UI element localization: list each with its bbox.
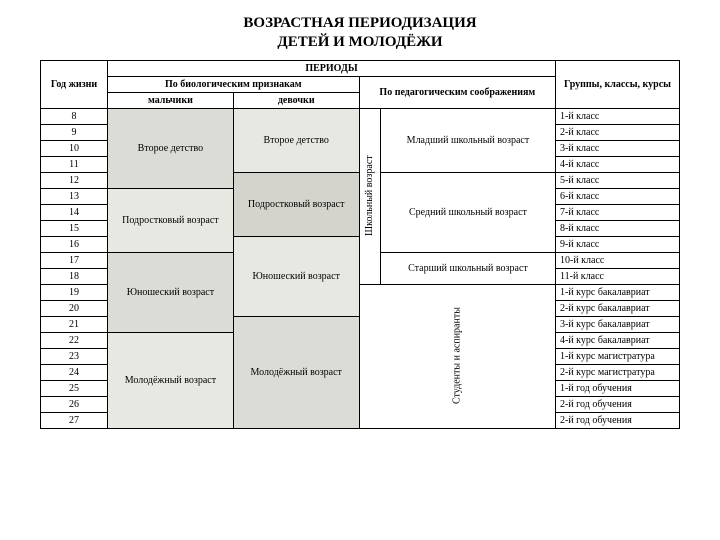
page-title: ВОЗРАСТНАЯ ПЕРИОДИЗАЦИЯ ДЕТЕЙ И МОЛОДЁЖИ bbox=[10, 14, 710, 52]
cell-grade: 2-й год обучения bbox=[556, 412, 680, 428]
cell-boys-youth: Юношеский возраст bbox=[108, 252, 234, 332]
cell-grade: 2-й курс бакалавриат bbox=[556, 300, 680, 316]
header-periods: ПЕРИОДЫ bbox=[108, 60, 556, 76]
cell-grade: 9-й класс bbox=[556, 236, 680, 252]
cell-grade: 1-й год обучения bbox=[556, 380, 680, 396]
cell-grade: 1-й класс bbox=[556, 108, 680, 124]
cell-girls-second-childhood: Второе детство bbox=[233, 108, 359, 172]
cell-year: 20 bbox=[41, 300, 108, 316]
cell-junior-school: Младший школьный возраст bbox=[380, 108, 555, 172]
cell-grade: 1-й курс бакалавриат bbox=[556, 284, 680, 300]
cell-year: 27 bbox=[41, 412, 108, 428]
cell-year: 14 bbox=[41, 204, 108, 220]
cell-grade: 2-й год обучения bbox=[556, 396, 680, 412]
header-pedagogical: По педагогическим соображениям bbox=[359, 76, 555, 108]
cell-students-vertical: Студенты и аспиранты bbox=[359, 284, 555, 428]
cell-year: 23 bbox=[41, 348, 108, 364]
cell-grade: 6-й класс bbox=[556, 188, 680, 204]
cell-year: 12 bbox=[41, 172, 108, 188]
cell-middle-school: Средний школьный возраст bbox=[380, 172, 555, 252]
cell-grade: 3-й класс bbox=[556, 140, 680, 156]
cell-year: 10 bbox=[41, 140, 108, 156]
cell-grade: 5-й класс bbox=[556, 172, 680, 188]
cell-grade: 8-й класс bbox=[556, 220, 680, 236]
cell-year: 13 bbox=[41, 188, 108, 204]
cell-year: 9 bbox=[41, 124, 108, 140]
cell-girls-teen: Подростковый возраст bbox=[233, 172, 359, 236]
cell-year: 8 bbox=[41, 108, 108, 124]
title-line-2: ДЕТЕЙ И МОЛОДЁЖИ bbox=[277, 34, 442, 50]
header-boys: мальчики bbox=[108, 92, 234, 108]
cell-grade: 7-й класс bbox=[556, 204, 680, 220]
cell-year: 21 bbox=[41, 316, 108, 332]
cell-year: 26 bbox=[41, 396, 108, 412]
title-line-1: ВОЗРАСТНАЯ ПЕРИОДИЗАЦИЯ bbox=[243, 15, 476, 31]
cell-grade: 4-й курс бакалавриат bbox=[556, 332, 680, 348]
cell-girls-young-adult: Молодёжный возраст bbox=[233, 316, 359, 428]
cell-year: 19 bbox=[41, 284, 108, 300]
cell-boys-second-childhood: Второе детство bbox=[108, 108, 234, 188]
header-groups: Группы, классы, курсы bbox=[556, 60, 680, 108]
header-girls: девочки bbox=[233, 92, 359, 108]
header-year: Год жизни bbox=[41, 60, 108, 108]
cell-grade: 10-й класс bbox=[556, 252, 680, 268]
cell-year: 15 bbox=[41, 220, 108, 236]
cell-year: 17 bbox=[41, 252, 108, 268]
cell-grade: 2-й класс bbox=[556, 124, 680, 140]
periodization-table: Год жизни ПЕРИОДЫ Группы, классы, курсы … bbox=[40, 60, 680, 429]
cell-year: 18 bbox=[41, 268, 108, 284]
cell-year: 22 bbox=[41, 332, 108, 348]
cell-year: 25 bbox=[41, 380, 108, 396]
cell-boys-young-adult: Молодёжный возраст bbox=[108, 332, 234, 428]
cell-grade: 1-й курс магистратура bbox=[556, 348, 680, 364]
cell-grade: 2-й курс магистратура bbox=[556, 364, 680, 380]
cell-boys-teen: Подростковый возраст bbox=[108, 188, 234, 252]
cell-grade: 11-й класс bbox=[556, 268, 680, 284]
cell-year: 11 bbox=[41, 156, 108, 172]
cell-year: 16 bbox=[41, 236, 108, 252]
cell-year: 24 bbox=[41, 364, 108, 380]
cell-girls-youth: Юношеский возраст bbox=[233, 236, 359, 316]
cell-grade: 4-й класс bbox=[556, 156, 680, 172]
cell-school-age-vertical: Школьный возраст bbox=[359, 108, 380, 284]
header-biological: По биологическим признакам bbox=[108, 76, 360, 92]
cell-grade: 3-й курс бакалавриат bbox=[556, 316, 680, 332]
cell-senior-school: Старший школьный возраст bbox=[380, 252, 555, 284]
